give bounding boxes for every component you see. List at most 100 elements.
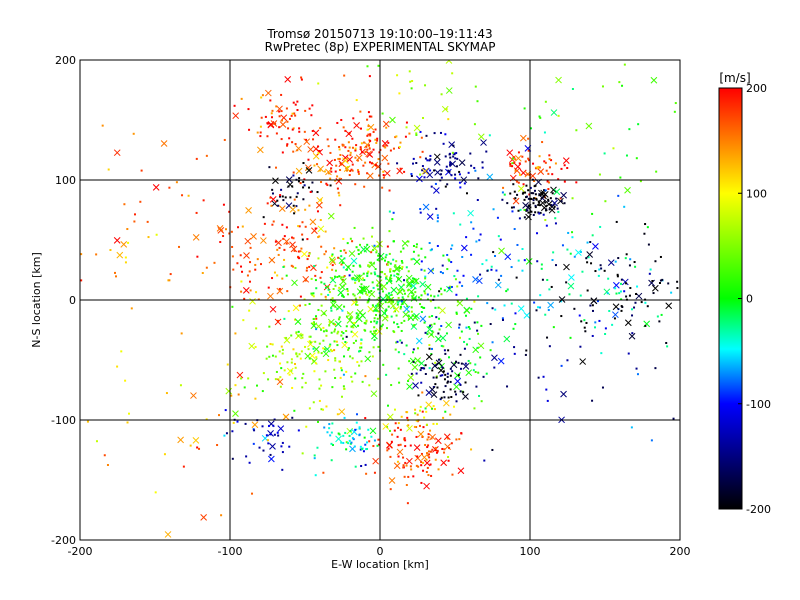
dot-marker xyxy=(608,309,611,312)
dot-marker xyxy=(423,416,426,419)
dot-marker xyxy=(248,309,251,312)
dot-marker xyxy=(312,292,315,295)
dot-marker xyxy=(614,260,617,263)
dot-marker xyxy=(318,378,321,381)
dot-marker xyxy=(439,358,442,361)
dot-marker xyxy=(393,408,396,411)
dot-marker xyxy=(617,194,620,197)
dot-marker xyxy=(291,236,294,239)
dot-marker xyxy=(329,177,332,180)
dot-marker xyxy=(475,240,478,243)
dot-marker xyxy=(428,242,431,245)
dot-marker xyxy=(195,157,198,160)
dot-marker xyxy=(364,151,367,154)
dot-marker xyxy=(95,253,98,256)
dot-marker xyxy=(453,275,456,278)
dot-marker xyxy=(268,325,271,328)
dot-marker xyxy=(444,185,447,188)
dot-marker xyxy=(276,431,279,434)
dot-marker xyxy=(273,433,276,436)
dot-marker xyxy=(286,290,289,293)
cross-marker xyxy=(407,374,415,381)
dot-marker xyxy=(307,254,310,257)
dot-marker xyxy=(447,356,450,359)
dot-marker xyxy=(355,317,358,320)
dot-marker xyxy=(348,174,351,177)
dot-marker xyxy=(329,184,332,187)
dot-marker xyxy=(429,294,432,297)
dot-marker xyxy=(416,347,419,350)
dot-marker xyxy=(254,263,257,266)
dot-marker xyxy=(536,260,539,263)
chart-subtitle: RwPretec (8p) EXPERIMENTAL SKYMAP xyxy=(265,40,496,54)
dot-marker xyxy=(573,255,576,258)
cross-marker xyxy=(431,362,439,370)
cross-marker xyxy=(375,328,383,335)
dot-marker xyxy=(591,334,594,337)
dot-marker xyxy=(350,441,353,444)
dot-marker xyxy=(358,296,361,299)
dot-marker xyxy=(465,236,468,239)
cross-marker xyxy=(454,377,461,385)
dot-marker xyxy=(294,143,297,146)
cross-marker xyxy=(360,285,368,293)
dot-marker xyxy=(407,314,410,317)
dot-marker xyxy=(431,448,434,451)
dot-marker xyxy=(523,259,526,262)
dot-marker xyxy=(356,169,359,172)
dot-marker xyxy=(377,158,380,161)
dot-marker xyxy=(491,341,494,344)
dot-marker xyxy=(432,376,435,379)
dot-marker xyxy=(591,212,594,215)
dot-marker xyxy=(402,247,405,250)
dot-marker xyxy=(467,326,470,329)
dot-marker xyxy=(292,348,295,351)
dot-marker xyxy=(525,184,528,187)
dot-marker xyxy=(109,249,112,252)
cross-marker xyxy=(563,263,570,271)
dot-marker xyxy=(146,220,149,223)
cross-marker xyxy=(353,122,360,129)
dot-marker xyxy=(205,266,208,269)
dot-marker xyxy=(506,202,509,205)
dot-marker xyxy=(297,225,300,228)
dot-marker xyxy=(328,345,331,348)
dot-marker xyxy=(298,130,301,133)
dot-marker xyxy=(611,323,614,326)
dot-marker xyxy=(351,270,354,273)
dot-marker xyxy=(326,138,329,141)
dot-marker xyxy=(301,452,304,455)
dot-marker xyxy=(366,148,369,151)
dot-marker xyxy=(390,274,393,277)
dot-marker xyxy=(320,352,323,355)
cross-marker xyxy=(257,146,264,154)
dot-marker xyxy=(635,157,638,160)
dot-marker xyxy=(447,380,450,383)
dot-marker xyxy=(603,269,606,272)
dot-marker xyxy=(532,162,535,165)
dot-marker xyxy=(413,277,416,280)
dot-marker xyxy=(304,345,307,348)
dot-marker xyxy=(434,383,437,386)
dot-marker xyxy=(317,351,320,354)
dot-marker xyxy=(323,170,326,173)
cross-marker xyxy=(301,250,308,258)
dot-marker xyxy=(578,314,581,317)
dot-marker xyxy=(430,333,433,336)
dot-marker xyxy=(446,381,449,384)
dot-marker xyxy=(317,152,320,155)
dot-marker xyxy=(446,183,449,186)
dot-marker xyxy=(514,158,517,161)
dot-marker xyxy=(458,181,461,184)
dot-marker xyxy=(400,321,403,324)
dot-marker xyxy=(249,289,252,292)
dot-marker xyxy=(324,230,327,233)
dot-marker xyxy=(500,274,503,277)
dot-marker xyxy=(340,441,343,444)
dot-marker xyxy=(373,332,376,335)
dot-marker xyxy=(620,309,623,312)
dot-marker xyxy=(606,292,609,295)
dot-marker xyxy=(302,198,305,201)
dot-marker xyxy=(298,304,301,307)
dot-marker xyxy=(301,336,304,339)
